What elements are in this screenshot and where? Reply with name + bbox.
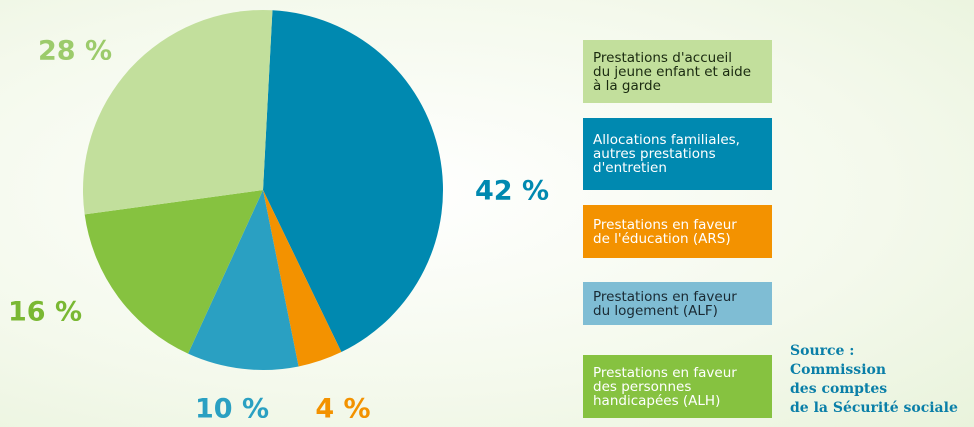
legend-entry: Prestations en faveur des personnes hand… (583, 355, 772, 418)
pie-slice (84, 190, 263, 354)
legend-entry: Prestations en faveur du logement (ALF) (583, 282, 772, 325)
pie-slice (263, 190, 342, 367)
value-label: 42 % (475, 176, 549, 207)
pie-slice (263, 10, 443, 353)
value-label: 28 % (38, 36, 112, 67)
value-label: 4 % (315, 394, 370, 425)
source-note: Source : Commission des comptes de la Sé… (790, 343, 958, 416)
pie-slice (83, 9, 273, 215)
legend-entry: Prestations d'accueil du jeune enfant et… (583, 40, 772, 103)
legend-entry: Allocations familiales, autres prestatio… (583, 118, 772, 190)
legend-entry: Prestations en faveur de l'éducation (AR… (583, 205, 772, 258)
pie-slice (188, 190, 299, 371)
value-label: 16 % (8, 297, 82, 328)
value-label: 10 % (195, 394, 269, 425)
